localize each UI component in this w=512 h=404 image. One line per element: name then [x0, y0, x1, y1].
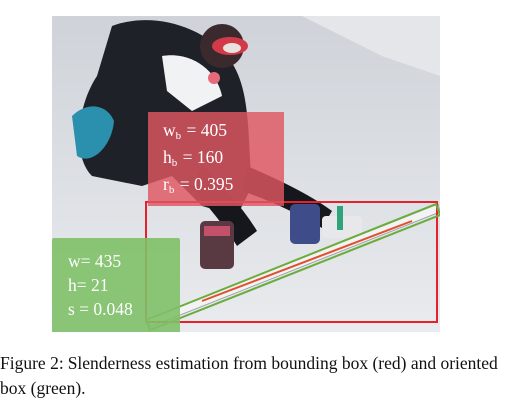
- h-variable: h: [163, 147, 172, 167]
- slenderness-line: s = 0.048: [68, 299, 133, 319]
- w-variable: w: [163, 120, 176, 140]
- w-subscript: b: [175, 130, 182, 142]
- caption-number: Figure 2:: [0, 353, 64, 373]
- width-line: w= 435: [68, 251, 122, 271]
- caption-text: Slenderness estimation from bounding box…: [0, 353, 498, 398]
- w-value: = 405: [186, 120, 228, 140]
- height-line: h= 21: [68, 275, 109, 295]
- r-variable: r: [163, 174, 169, 194]
- oriented-box-label: w= 435 h= 21 s = 0.048: [52, 238, 180, 332]
- h-subscript: b: [171, 157, 178, 169]
- r-subscript: b: [168, 184, 175, 196]
- figure-caption: Figure 2: Slenderness estimation from bou…: [0, 351, 500, 401]
- r-value: = 0.395: [179, 174, 234, 194]
- h-value: = 160: [182, 147, 224, 167]
